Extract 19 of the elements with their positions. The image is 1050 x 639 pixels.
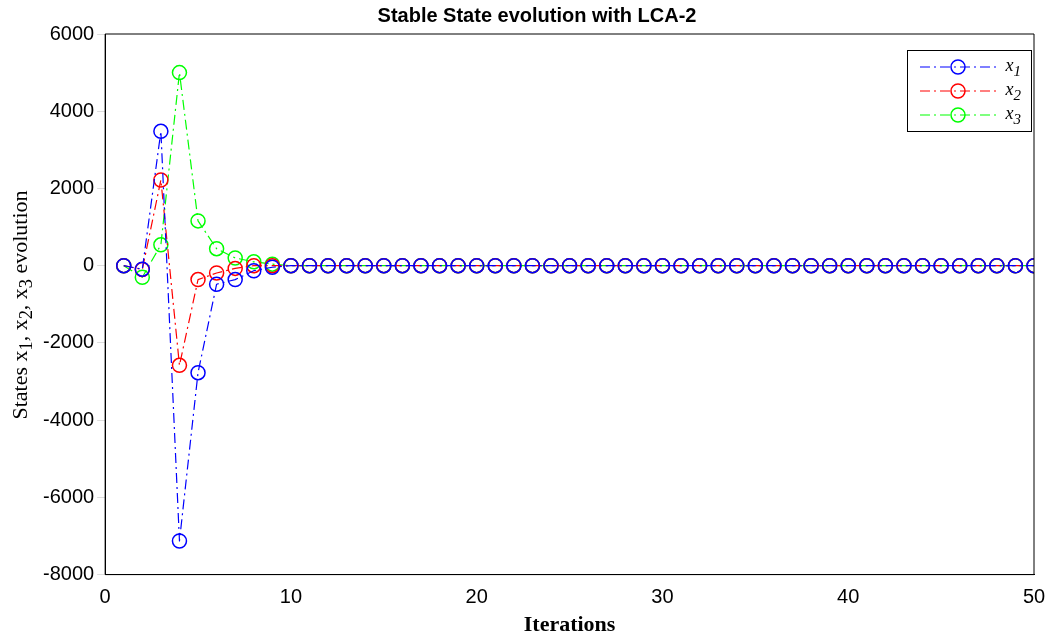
x-axis-title: Iterations — [523, 611, 616, 637]
x-tick-label: 30 — [651, 585, 674, 608]
legend-label: x$_{3}$ — [1005, 102, 1021, 128]
chart-title: Stable State evolution with LCA-2 — [377, 3, 697, 26]
y-tick-label: 2000 — [49, 175, 95, 198]
legend-label: x$_{2}$ — [1005, 78, 1021, 104]
legend-label: x$_{1}$ — [1005, 54, 1021, 80]
x-tick-label: 0 — [99, 585, 111, 608]
x-tick-label: 40 — [837, 585, 860, 608]
x-tick-label: 10 — [279, 585, 303, 608]
y-tick-label: -2000 — [43, 330, 95, 353]
y-tick-label: 4000 — [49, 98, 95, 121]
x-tick-label: 20 — [465, 585, 488, 608]
x-tick-label: 50 — [1022, 585, 1046, 608]
y-tick-label: -8000 — [43, 562, 95, 585]
y-tick-label: -4000 — [43, 407, 95, 430]
y-tick-label: 0 — [83, 253, 95, 276]
y-tick-label: 6000 — [49, 21, 95, 44]
y-tick-label: -6000 — [43, 484, 95, 507]
